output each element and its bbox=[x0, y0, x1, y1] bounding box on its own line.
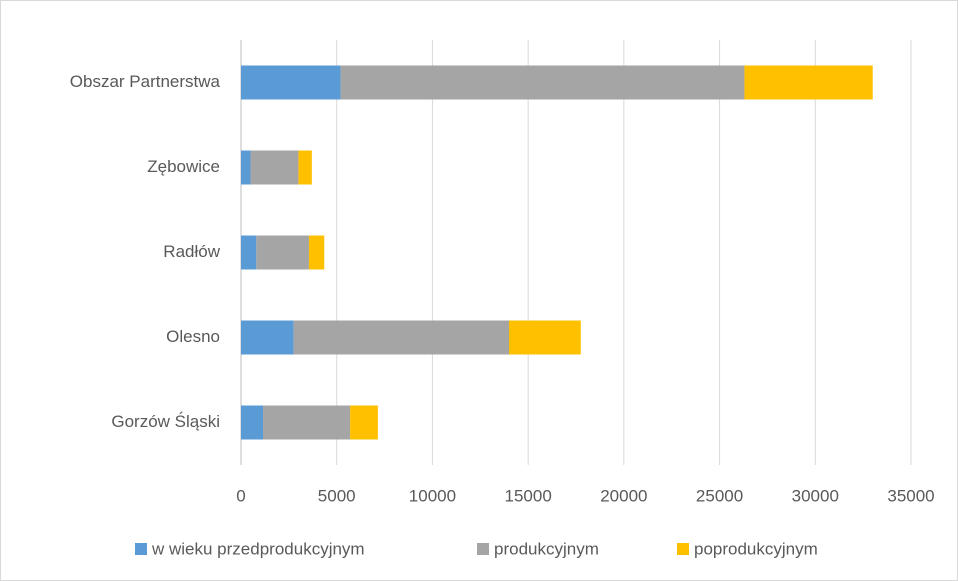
x-tick-label: 20000 bbox=[600, 486, 647, 505]
x-tick-label: 25000 bbox=[696, 486, 743, 505]
bar-segment bbox=[350, 405, 378, 440]
y-tick-label: Gorzów Śląski bbox=[111, 412, 220, 431]
bar-segment bbox=[340, 65, 745, 100]
y-tick-label: Obszar Partnerstwa bbox=[70, 72, 221, 91]
bar-segment bbox=[308, 235, 325, 270]
bar-segment bbox=[256, 235, 309, 270]
bar-segment bbox=[509, 320, 581, 355]
x-tick-label: 5000 bbox=[318, 486, 356, 505]
bar-segment bbox=[744, 65, 873, 100]
bar-segment bbox=[241, 320, 294, 355]
bar-segment bbox=[241, 235, 257, 270]
x-tick-label: 35000 bbox=[887, 486, 934, 505]
bar-segment bbox=[241, 65, 341, 100]
bar-segment bbox=[241, 405, 264, 440]
y-tick-label: Zębowice bbox=[147, 157, 220, 176]
x-tick-label: 30000 bbox=[792, 486, 839, 505]
legend-label: w wieku przedprodukcyjnym bbox=[151, 539, 365, 558]
y-tick-label: Radłów bbox=[163, 242, 220, 261]
bar-segment bbox=[263, 405, 351, 440]
x-tick-label: 10000 bbox=[409, 486, 456, 505]
bar-segment bbox=[293, 320, 509, 355]
legend-label: poprodukcyjnym bbox=[694, 539, 818, 558]
legend-swatch bbox=[135, 543, 147, 555]
bar-segment bbox=[298, 150, 312, 185]
legend-label: produkcyjnym bbox=[494, 539, 599, 558]
y-tick-label: Olesno bbox=[166, 327, 220, 346]
legend-swatch bbox=[677, 543, 689, 555]
bar-segment bbox=[241, 150, 251, 185]
x-tick-label: 0 bbox=[236, 486, 245, 505]
x-tick-label: 15000 bbox=[505, 486, 552, 505]
bar-segment bbox=[250, 150, 299, 185]
legend-swatch bbox=[477, 543, 489, 555]
